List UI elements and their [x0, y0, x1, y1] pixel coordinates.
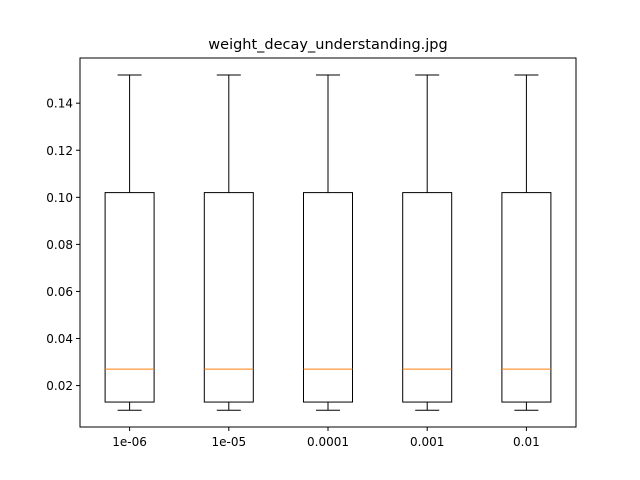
- y-tick-label: 0.04: [46, 332, 73, 346]
- x-tick-label: 0.001: [410, 435, 444, 449]
- y-tick-label: 0.02: [46, 379, 73, 393]
- box-iqr: [104, 192, 155, 403]
- y-tick-label: 0.08: [46, 238, 73, 252]
- box-group-0.01: [501, 74, 552, 411]
- box-iqr: [402, 192, 453, 403]
- y-tick-label: 0.14: [46, 97, 73, 111]
- y-tick-label: 0.12: [46, 144, 73, 158]
- box-iqr: [501, 192, 552, 403]
- x-tick-label: 0.01: [513, 435, 540, 449]
- x-axis: 1e-06 1e-05 0.0001 0.001 0.01: [112, 427, 540, 449]
- plot-frame: [79, 57, 577, 428]
- box-group-0.0001: [303, 74, 353, 411]
- box-group-0.001: [402, 74, 453, 411]
- y-tick-label: 0.10: [46, 191, 73, 205]
- box-group-1e-05: [203, 74, 254, 411]
- box-group-1e-06: [104, 74, 155, 411]
- x-tick-label: 0.0001: [307, 435, 349, 449]
- x-tick-label: 1e-06: [112, 435, 147, 449]
- box-iqr: [203, 192, 254, 403]
- chart-title: weight_decay_understanding.jpg: [208, 37, 447, 53]
- y-tick-label: 0.06: [46, 285, 73, 299]
- box-iqr: [303, 192, 353, 403]
- x-tick-label: 1e-05: [211, 435, 246, 449]
- y-axis: 0.02 0.04 0.06 0.08 0.10 0.12 0.14: [46, 97, 80, 393]
